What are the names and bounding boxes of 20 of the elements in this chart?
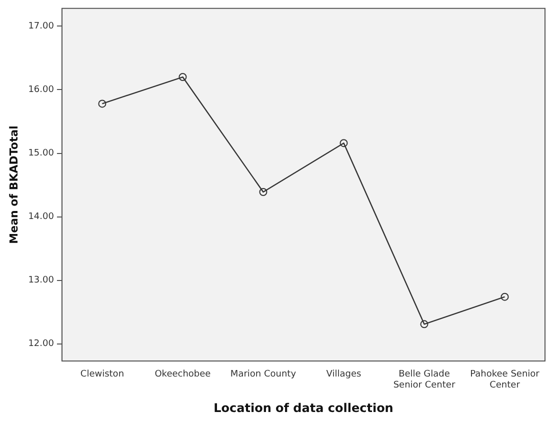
- x-tick-label: Clewiston: [80, 370, 124, 380]
- x-tick-label: Villages: [326, 370, 362, 380]
- y-tick-label: 13.00: [28, 276, 54, 286]
- point: [98, 100, 106, 108]
- y-tick-label: 17.00: [28, 22, 54, 32]
- x-axis-title: Location of data collection: [214, 400, 394, 415]
- x-tick-label: Marion County: [230, 370, 297, 380]
- y-tick-label: 15.00: [28, 148, 54, 159]
- point: [178, 73, 187, 82]
- x-tick-label: Belle Glade Senior Center: [393, 370, 456, 391]
- y-axis-title: Mean of BKADTotal: [7, 126, 20, 244]
- y-tick-label: 14.00: [28, 212, 54, 222]
- point: [259, 188, 268, 196]
- x-tick-label: Okeechobee: [154, 370, 212, 380]
- y-tick-label: 12.00: [28, 339, 54, 350]
- point: [420, 320, 428, 328]
- point: [500, 292, 509, 301]
- point: [340, 139, 348, 148]
- x-tick-label: Pahokee Senior Center: [470, 370, 540, 391]
- y-tick-label: 16.00: [28, 85, 54, 96]
